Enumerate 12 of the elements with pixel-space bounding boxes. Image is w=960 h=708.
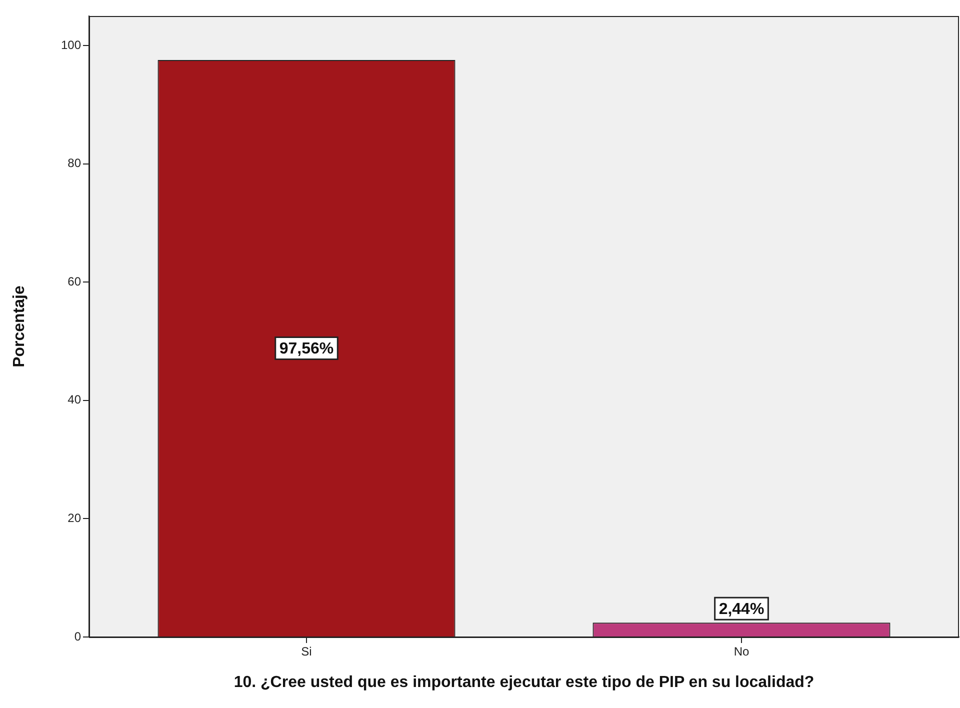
y-tick-label: 60 <box>68 274 82 288</box>
y-axis-title: Porcentaje <box>11 285 28 368</box>
y-tick-label: 20 <box>68 511 82 526</box>
y-tick-label: 100 <box>60 38 82 52</box>
data-label: 97,56% <box>279 340 334 358</box>
x-axis-title: 10. ¿Cree usted que es importante ejecutar este tipo de PIP en su localidad? <box>234 674 814 691</box>
x-tick-label: No <box>734 644 750 659</box>
y-tick-label: 40 <box>68 392 82 407</box>
data-label: 2,44% <box>718 600 764 618</box>
y-tick-label: 0 <box>74 629 82 644</box>
x-tick-label: Si <box>301 644 312 659</box>
y-tick-label: 80 <box>68 156 82 170</box>
